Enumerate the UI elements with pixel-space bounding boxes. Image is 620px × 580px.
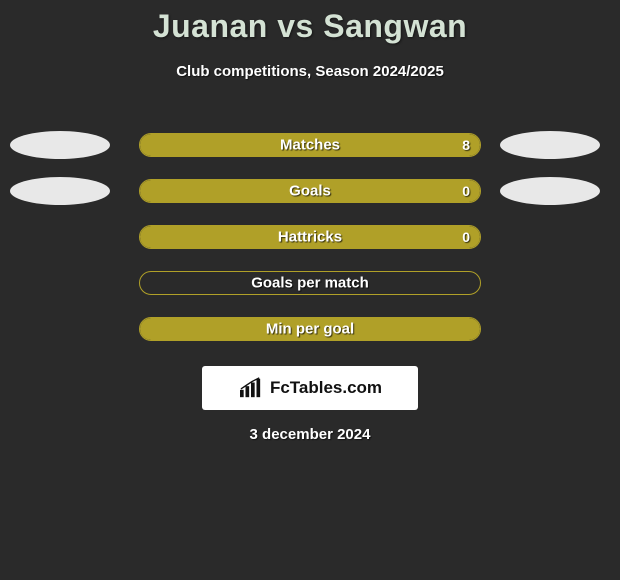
player-right-marker — [500, 177, 600, 205]
subtitle: Club competitions, Season 2024/2025 — [0, 63, 620, 80]
stat-label: Min per goal — [140, 321, 480, 338]
stat-row: Goals per match — [0, 260, 620, 306]
stat-row: Hattricks0 — [0, 214, 620, 260]
player-right-marker — [500, 131, 600, 159]
stat-label: Goals — [140, 183, 480, 200]
page-title: Juanan vs Sangwan — [0, 8, 620, 45]
player-left-marker — [10, 131, 110, 159]
stat-bar: Min per goal — [139, 317, 481, 341]
stat-row: Min per goal — [0, 306, 620, 352]
stat-row: Matches8 — [0, 122, 620, 168]
logo-box[interactable]: FcTables.com — [202, 366, 418, 410]
stat-value: 0 — [462, 229, 470, 245]
stat-row: Goals0 — [0, 168, 620, 214]
logo-text: FcTables.com — [270, 378, 382, 398]
stat-bar: Goals per match — [139, 271, 481, 295]
stat-value: 8 — [462, 137, 470, 153]
bars-chart-icon — [238, 377, 264, 399]
stat-bar: Hattricks0 — [139, 225, 481, 249]
stat-label: Hattricks — [140, 229, 480, 246]
stat-value: 0 — [462, 183, 470, 199]
stat-label: Goals per match — [140, 275, 480, 292]
player-left-marker — [10, 177, 110, 205]
date-text: 3 december 2024 — [0, 426, 620, 443]
stat-bar: Matches8 — [139, 133, 481, 157]
stat-rows: Matches8Goals0Hattricks0Goals per matchM… — [0, 122, 620, 352]
stat-bar: Goals0 — [139, 179, 481, 203]
comparison-widget: Juanan vs Sangwan Club competitions, Sea… — [0, 0, 620, 443]
stat-label: Matches — [140, 137, 480, 154]
